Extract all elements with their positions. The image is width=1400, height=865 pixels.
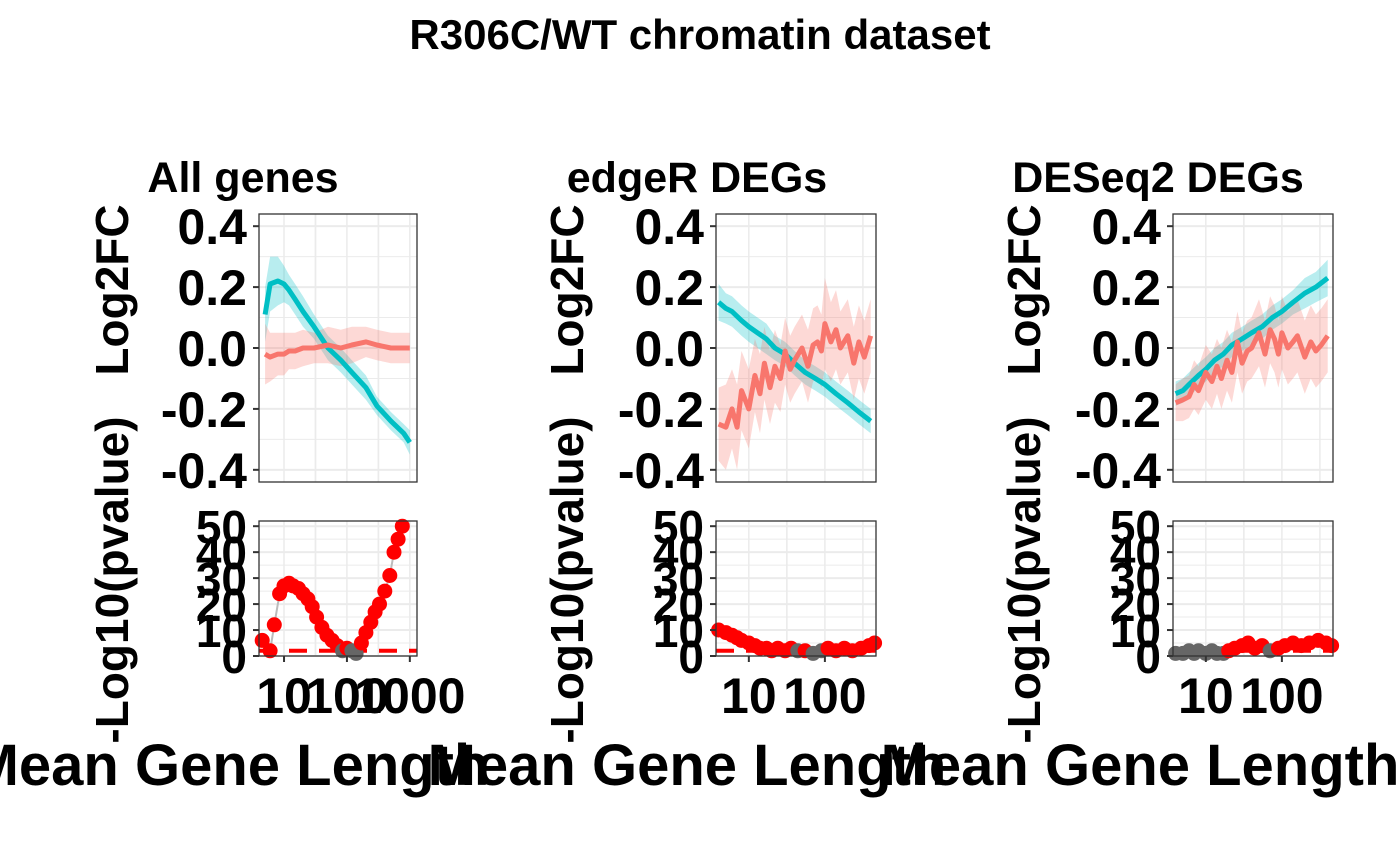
x-tick-label: 10 xyxy=(721,668,777,724)
y-tick-label: 50 xyxy=(1110,501,1161,553)
y-tick-label: 20 xyxy=(653,579,704,631)
pvalue-point xyxy=(1324,638,1340,654)
facet-edger-degs: edgeR DEGs Log2FC -Log10(pvalue) Mean Ge… xyxy=(428,154,947,798)
y-tick-label: 30 xyxy=(653,553,704,605)
top-panel: -0.4-0.20.00.20.4 xyxy=(161,199,418,499)
pvalue-point xyxy=(377,583,393,599)
x-axis-label: Mean Gene Length xyxy=(0,733,489,798)
x-axis-label: Mean Gene Length xyxy=(881,733,1400,798)
y-tick-label: 10 xyxy=(653,605,704,657)
series-line xyxy=(262,278,412,444)
y-tick-label: 0.2 xyxy=(1091,260,1161,316)
y-tick-label: 50 xyxy=(196,501,247,553)
pvalue-point xyxy=(867,635,883,651)
y-axis-label-pvalue: -Log10(pvalue) xyxy=(998,416,1050,743)
y-tick-label: 0 xyxy=(221,631,247,683)
y-tick-label: 20 xyxy=(196,579,247,631)
pvalue-point xyxy=(382,568,398,583)
x-tick-label: 100 xyxy=(1240,668,1323,724)
y-tick-label: 0.4 xyxy=(177,199,247,255)
pvalue-point xyxy=(372,596,387,612)
x-tick-label: 1000 xyxy=(354,668,465,724)
y-tick-label: -0.2 xyxy=(618,382,704,438)
y-tick-label: 0.2 xyxy=(177,260,247,316)
x-tick-label: 100 xyxy=(783,668,866,724)
y-tick-label: -0.4 xyxy=(161,443,247,499)
y-tick-label: 20 xyxy=(1110,579,1161,631)
facet-deseq2-degs: DESeq2 DEGs Log2FC -Log10(pvalue) Mean G… xyxy=(881,154,1400,798)
pvalue-point xyxy=(386,544,402,560)
panel-background xyxy=(1173,521,1333,656)
y-tick-label: -0.4 xyxy=(1075,443,1161,499)
y-tick-label: 0.0 xyxy=(177,321,247,377)
y-tick-label: -0.2 xyxy=(1075,382,1161,438)
series-line xyxy=(717,321,874,430)
facet-subtitle: DESeq2 DEGs xyxy=(1012,154,1304,202)
y-tick-label: 40 xyxy=(196,527,247,579)
pvalue-point xyxy=(394,518,410,534)
pvalue-point xyxy=(266,617,282,633)
facet-subtitle: All genes xyxy=(147,154,338,202)
panel-border xyxy=(715,520,877,657)
y-tick-label: 30 xyxy=(1110,553,1161,605)
series-ribbon xyxy=(1175,296,1328,422)
y-tick-label: 40 xyxy=(1110,527,1161,579)
y-axis-label-log2fc: Log2FC xyxy=(998,204,1050,375)
x-tick-label: 100 xyxy=(305,668,388,724)
series-line xyxy=(1174,276,1330,397)
y-tick-label: 0.4 xyxy=(634,199,704,255)
y-tick-label: 10 xyxy=(1110,605,1161,657)
panel-border xyxy=(1172,520,1334,657)
y-tick-label: 0 xyxy=(678,631,704,683)
facet-all-genes: All genes Log2FC -Log10(pvalue) Mean Gen… xyxy=(0,154,489,798)
x-axis-label: Mean Gene Length xyxy=(428,733,947,798)
facet-subtitle: edgeR DEGs xyxy=(567,154,827,202)
figure-title: R306C/WT chromatin dataset xyxy=(409,11,990,58)
x-tick-label: 10 xyxy=(1178,668,1234,724)
series-line xyxy=(263,339,410,360)
y-tick-label: 50 xyxy=(653,501,704,553)
pvalue-point xyxy=(262,643,278,659)
y-tick-label: 10 xyxy=(196,605,247,657)
y-axis-label-log2fc: Log2FC xyxy=(541,204,593,375)
pvalue-point xyxy=(390,531,406,547)
y-axis-label-log2fc: Log2FC xyxy=(86,204,138,375)
y-tick-label: 30 xyxy=(196,553,247,605)
series-ribbon xyxy=(718,278,871,470)
series-line xyxy=(1174,327,1330,406)
y-tick-label: -0.2 xyxy=(161,382,247,438)
y-tick-label: -0.4 xyxy=(618,443,704,499)
x-tick-label: 10 xyxy=(256,668,312,724)
y-tick-label: 0 xyxy=(1135,631,1161,683)
y-tick-label: 0.0 xyxy=(634,321,704,377)
y-tick-label: 40 xyxy=(653,527,704,579)
y-axis-label-pvalue: -Log10(pvalue) xyxy=(86,416,138,743)
y-tick-label: 0.4 xyxy=(1091,199,1161,255)
panel-border xyxy=(258,520,418,657)
top-panel: -0.4-0.20.00.20.4 xyxy=(1075,199,1334,499)
y-tick-label: 0.2 xyxy=(634,260,704,316)
y-axis-label-pvalue: -Log10(pvalue) xyxy=(541,416,593,743)
y-tick-label: 0.0 xyxy=(1091,321,1161,377)
top-panel: -0.4-0.20.00.20.4 xyxy=(618,199,877,499)
